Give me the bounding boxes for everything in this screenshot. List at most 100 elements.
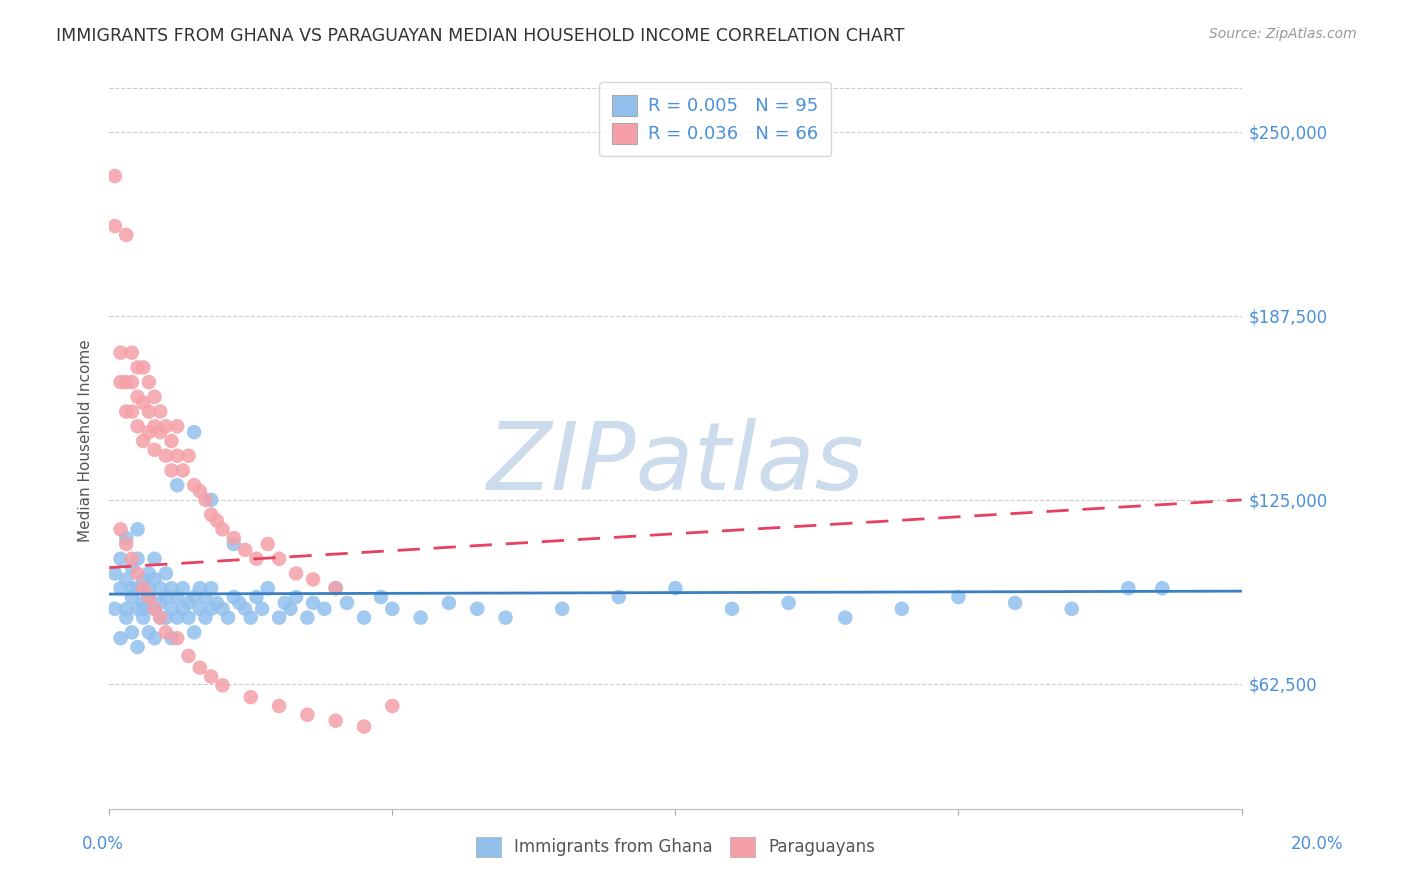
Point (205, 514, 228, 528)
Point (302, 596, 325, 610)
Point (250, 602, 273, 616)
Point (138, 625, 160, 640)
Text: Source: ZipAtlas.com: Source: ZipAtlas.com (1209, 27, 1357, 41)
Point (200, 508, 222, 522)
Point (222, 537, 245, 551)
Point (166, 590, 188, 604)
Point (155, 419, 177, 434)
Point (256, 581, 278, 595)
Point (160, 463, 183, 477)
Point (104, 566, 127, 581)
Point (110, 581, 132, 595)
Point (302, 573, 325, 587)
Text: ZIPatlas: ZIPatlas (486, 417, 865, 508)
Point (188, 661, 211, 675)
Point (104, 219, 127, 233)
Point (138, 566, 160, 581)
Point (370, 590, 392, 604)
Point (314, 602, 336, 616)
Point (948, 590, 970, 604)
Point (200, 669, 222, 683)
Point (110, 551, 132, 566)
Point (110, 345, 132, 359)
Point (194, 492, 217, 507)
Point (121, 345, 143, 359)
Point (1116, 581, 1139, 595)
Point (121, 581, 143, 595)
Point (143, 442, 166, 457)
Point (274, 596, 297, 610)
Point (778, 596, 800, 610)
Point (149, 610, 172, 624)
Point (233, 543, 256, 558)
Point (183, 425, 205, 439)
Point (138, 425, 160, 439)
Point (143, 419, 166, 434)
Point (121, 590, 143, 604)
Point (155, 566, 177, 581)
Point (121, 375, 143, 389)
Point (143, 551, 166, 566)
Point (132, 610, 155, 624)
Point (104, 169, 127, 183)
Point (143, 390, 166, 404)
Point (143, 602, 166, 616)
Point (1152, 581, 1174, 595)
Point (160, 632, 183, 646)
Point (104, 602, 127, 616)
Point (110, 522, 132, 536)
Point (166, 478, 188, 492)
Point (127, 566, 149, 581)
Point (325, 581, 347, 595)
Point (200, 602, 222, 616)
Text: IMMIGRANTS FROM GHANA VS PARAGUAYAN MEDIAN HOUSEHOLD INCOME CORRELATION CHART: IMMIGRANTS FROM GHANA VS PARAGUAYAN MEDI… (56, 27, 904, 45)
Point (183, 625, 205, 640)
Point (160, 602, 183, 616)
Point (138, 590, 160, 604)
Point (183, 478, 205, 492)
Point (228, 596, 250, 610)
Point (127, 581, 149, 595)
Point (551, 602, 574, 616)
Point (143, 573, 166, 587)
Point (381, 698, 404, 713)
Point (465, 602, 488, 616)
Point (121, 404, 143, 418)
Point (127, 640, 149, 654)
Point (177, 610, 200, 624)
Point (115, 531, 138, 545)
Point (155, 590, 177, 604)
Point (217, 610, 239, 624)
Point (149, 404, 172, 418)
Point (166, 632, 188, 646)
Point (121, 625, 143, 640)
Point (353, 610, 375, 624)
Point (132, 573, 155, 587)
Point (143, 632, 166, 646)
Point (222, 590, 245, 604)
Point (183, 590, 205, 604)
Point (834, 610, 856, 624)
Point (353, 720, 375, 734)
Point (149, 425, 172, 439)
Point (325, 714, 347, 728)
Point (115, 404, 138, 418)
Point (177, 449, 200, 463)
Point (607, 590, 630, 604)
Point (437, 596, 460, 610)
Point (166, 449, 188, 463)
Point (188, 483, 211, 498)
Point (132, 360, 155, 375)
Point (721, 602, 744, 616)
Point (110, 632, 132, 646)
Point (115, 573, 138, 587)
Legend: R = 0.005   N = 95, R = 0.036   N = 66: R = 0.005 N = 95, R = 0.036 N = 66 (599, 82, 831, 156)
Point (172, 463, 194, 477)
Point (127, 419, 149, 434)
Point (138, 581, 160, 595)
Point (188, 602, 211, 616)
Point (132, 602, 155, 616)
Point (149, 581, 172, 595)
Text: 20.0%: 20.0% (1291, 835, 1344, 853)
Point (115, 227, 138, 242)
